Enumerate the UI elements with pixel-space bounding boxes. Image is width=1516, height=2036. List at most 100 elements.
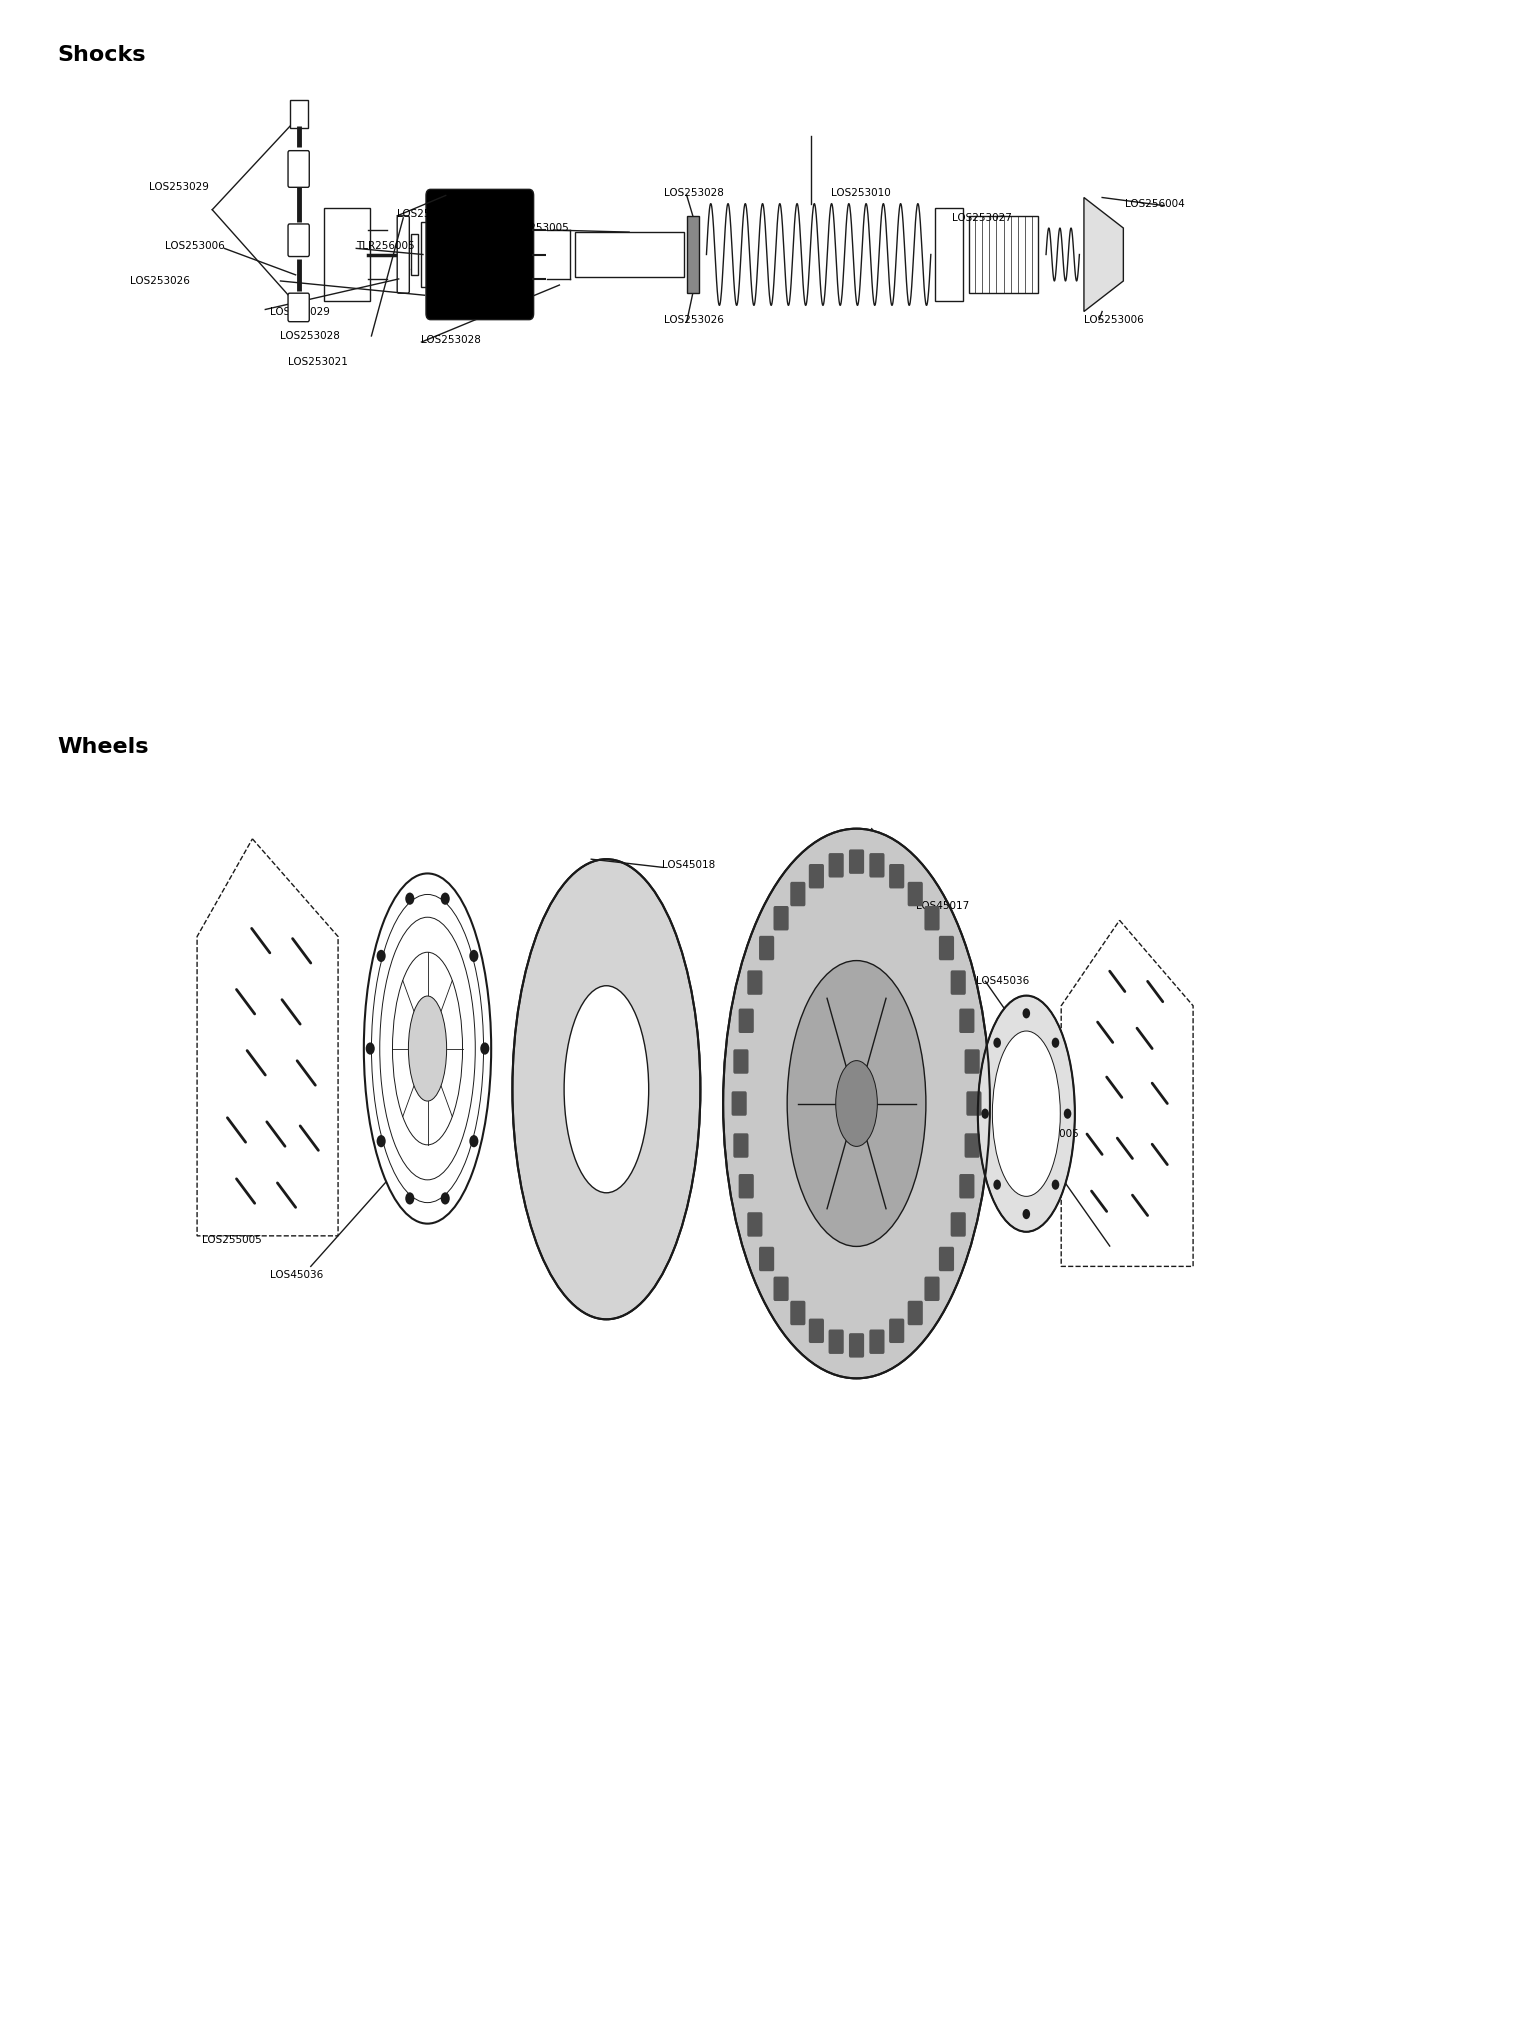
FancyBboxPatch shape [734,1134,749,1158]
FancyBboxPatch shape [738,1008,753,1032]
Text: LOS45036: LOS45036 [270,1270,323,1279]
FancyBboxPatch shape [411,234,418,275]
Ellipse shape [723,829,990,1378]
Circle shape [481,1042,490,1055]
Text: LOS253006: LOS253006 [165,242,224,250]
FancyBboxPatch shape [790,1301,805,1325]
FancyBboxPatch shape [849,1334,864,1358]
FancyBboxPatch shape [935,208,963,301]
FancyBboxPatch shape [760,937,775,961]
Text: Wheels: Wheels [58,737,149,757]
FancyBboxPatch shape [849,849,864,873]
FancyBboxPatch shape [925,1277,940,1301]
FancyBboxPatch shape [869,853,884,878]
FancyBboxPatch shape [960,1175,975,1199]
FancyBboxPatch shape [888,863,904,888]
FancyBboxPatch shape [810,1319,825,1344]
Text: LOS255005: LOS255005 [202,1236,261,1244]
Circle shape [470,1134,479,1146]
FancyBboxPatch shape [964,1134,979,1158]
Circle shape [1023,1209,1031,1220]
FancyBboxPatch shape [773,906,788,930]
Text: LOS253027: LOS253027 [952,214,1011,222]
Text: Shocks: Shocks [58,45,146,65]
Circle shape [441,892,450,904]
FancyBboxPatch shape [734,1049,749,1073]
FancyBboxPatch shape [938,937,954,961]
FancyBboxPatch shape [738,1175,753,1199]
FancyBboxPatch shape [288,293,309,322]
Text: LOS45018: LOS45018 [662,861,716,869]
FancyBboxPatch shape [925,906,940,930]
Circle shape [1052,1179,1060,1189]
Circle shape [405,1193,414,1205]
Text: LOS45017: LOS45017 [916,902,969,910]
FancyBboxPatch shape [888,1319,904,1344]
Ellipse shape [512,859,700,1319]
Polygon shape [1061,920,1193,1266]
Circle shape [993,1038,1001,1049]
Text: LOS253026: LOS253026 [664,316,723,324]
FancyBboxPatch shape [732,1091,747,1116]
FancyBboxPatch shape [747,1211,763,1236]
Ellipse shape [371,894,484,1203]
Ellipse shape [835,1061,878,1146]
Ellipse shape [364,873,491,1224]
Text: LOS253029: LOS253029 [150,183,209,191]
FancyBboxPatch shape [908,882,923,906]
FancyBboxPatch shape [687,216,699,293]
Circle shape [470,951,479,963]
FancyBboxPatch shape [288,151,309,187]
FancyBboxPatch shape [790,882,805,906]
Ellipse shape [408,996,447,1101]
Circle shape [376,951,385,963]
Polygon shape [1084,197,1123,312]
FancyBboxPatch shape [960,1008,975,1032]
FancyBboxPatch shape [964,1049,979,1073]
Text: LOS45036: LOS45036 [976,977,1029,985]
FancyBboxPatch shape [969,216,1038,293]
FancyBboxPatch shape [773,1277,788,1301]
FancyBboxPatch shape [951,971,966,996]
Text: LOS256004: LOS256004 [1125,200,1184,208]
FancyBboxPatch shape [938,1246,954,1270]
Ellipse shape [379,918,475,1181]
FancyBboxPatch shape [421,222,428,287]
Circle shape [1064,1108,1072,1120]
Text: LOS253028: LOS253028 [280,332,340,340]
Circle shape [1052,1038,1060,1049]
Text: TLR256005: TLR256005 [356,242,415,250]
Text: LOS253021: LOS253021 [288,358,347,366]
Ellipse shape [564,985,649,1193]
FancyBboxPatch shape [426,189,534,320]
FancyBboxPatch shape [869,1330,884,1354]
FancyBboxPatch shape [966,1091,981,1116]
FancyBboxPatch shape [290,100,308,128]
Text: LOS253005: LOS253005 [509,224,568,232]
Circle shape [441,1193,450,1205]
Text: LOS253028: LOS253028 [421,336,481,344]
FancyBboxPatch shape [760,1246,775,1270]
FancyBboxPatch shape [810,863,825,888]
Text: LOS253028: LOS253028 [664,189,723,197]
Text: LOS253026: LOS253026 [130,277,190,285]
Text: LOS253006: LOS253006 [1084,316,1143,324]
FancyBboxPatch shape [908,1301,923,1325]
Ellipse shape [393,953,462,1144]
FancyBboxPatch shape [575,232,684,277]
FancyBboxPatch shape [324,208,370,301]
Text: LOS253029: LOS253029 [270,307,329,316]
Circle shape [981,1108,988,1120]
Ellipse shape [787,961,926,1246]
Text: LOS255005: LOS255005 [1019,1130,1078,1138]
FancyBboxPatch shape [397,216,409,293]
Circle shape [365,1042,374,1055]
Circle shape [1023,1008,1031,1018]
Ellipse shape [993,1030,1060,1197]
Ellipse shape [978,996,1075,1232]
Circle shape [376,1134,385,1146]
FancyBboxPatch shape [747,971,763,996]
Circle shape [405,892,414,904]
FancyBboxPatch shape [951,1211,966,1236]
Text: LOS253010: LOS253010 [831,189,890,197]
